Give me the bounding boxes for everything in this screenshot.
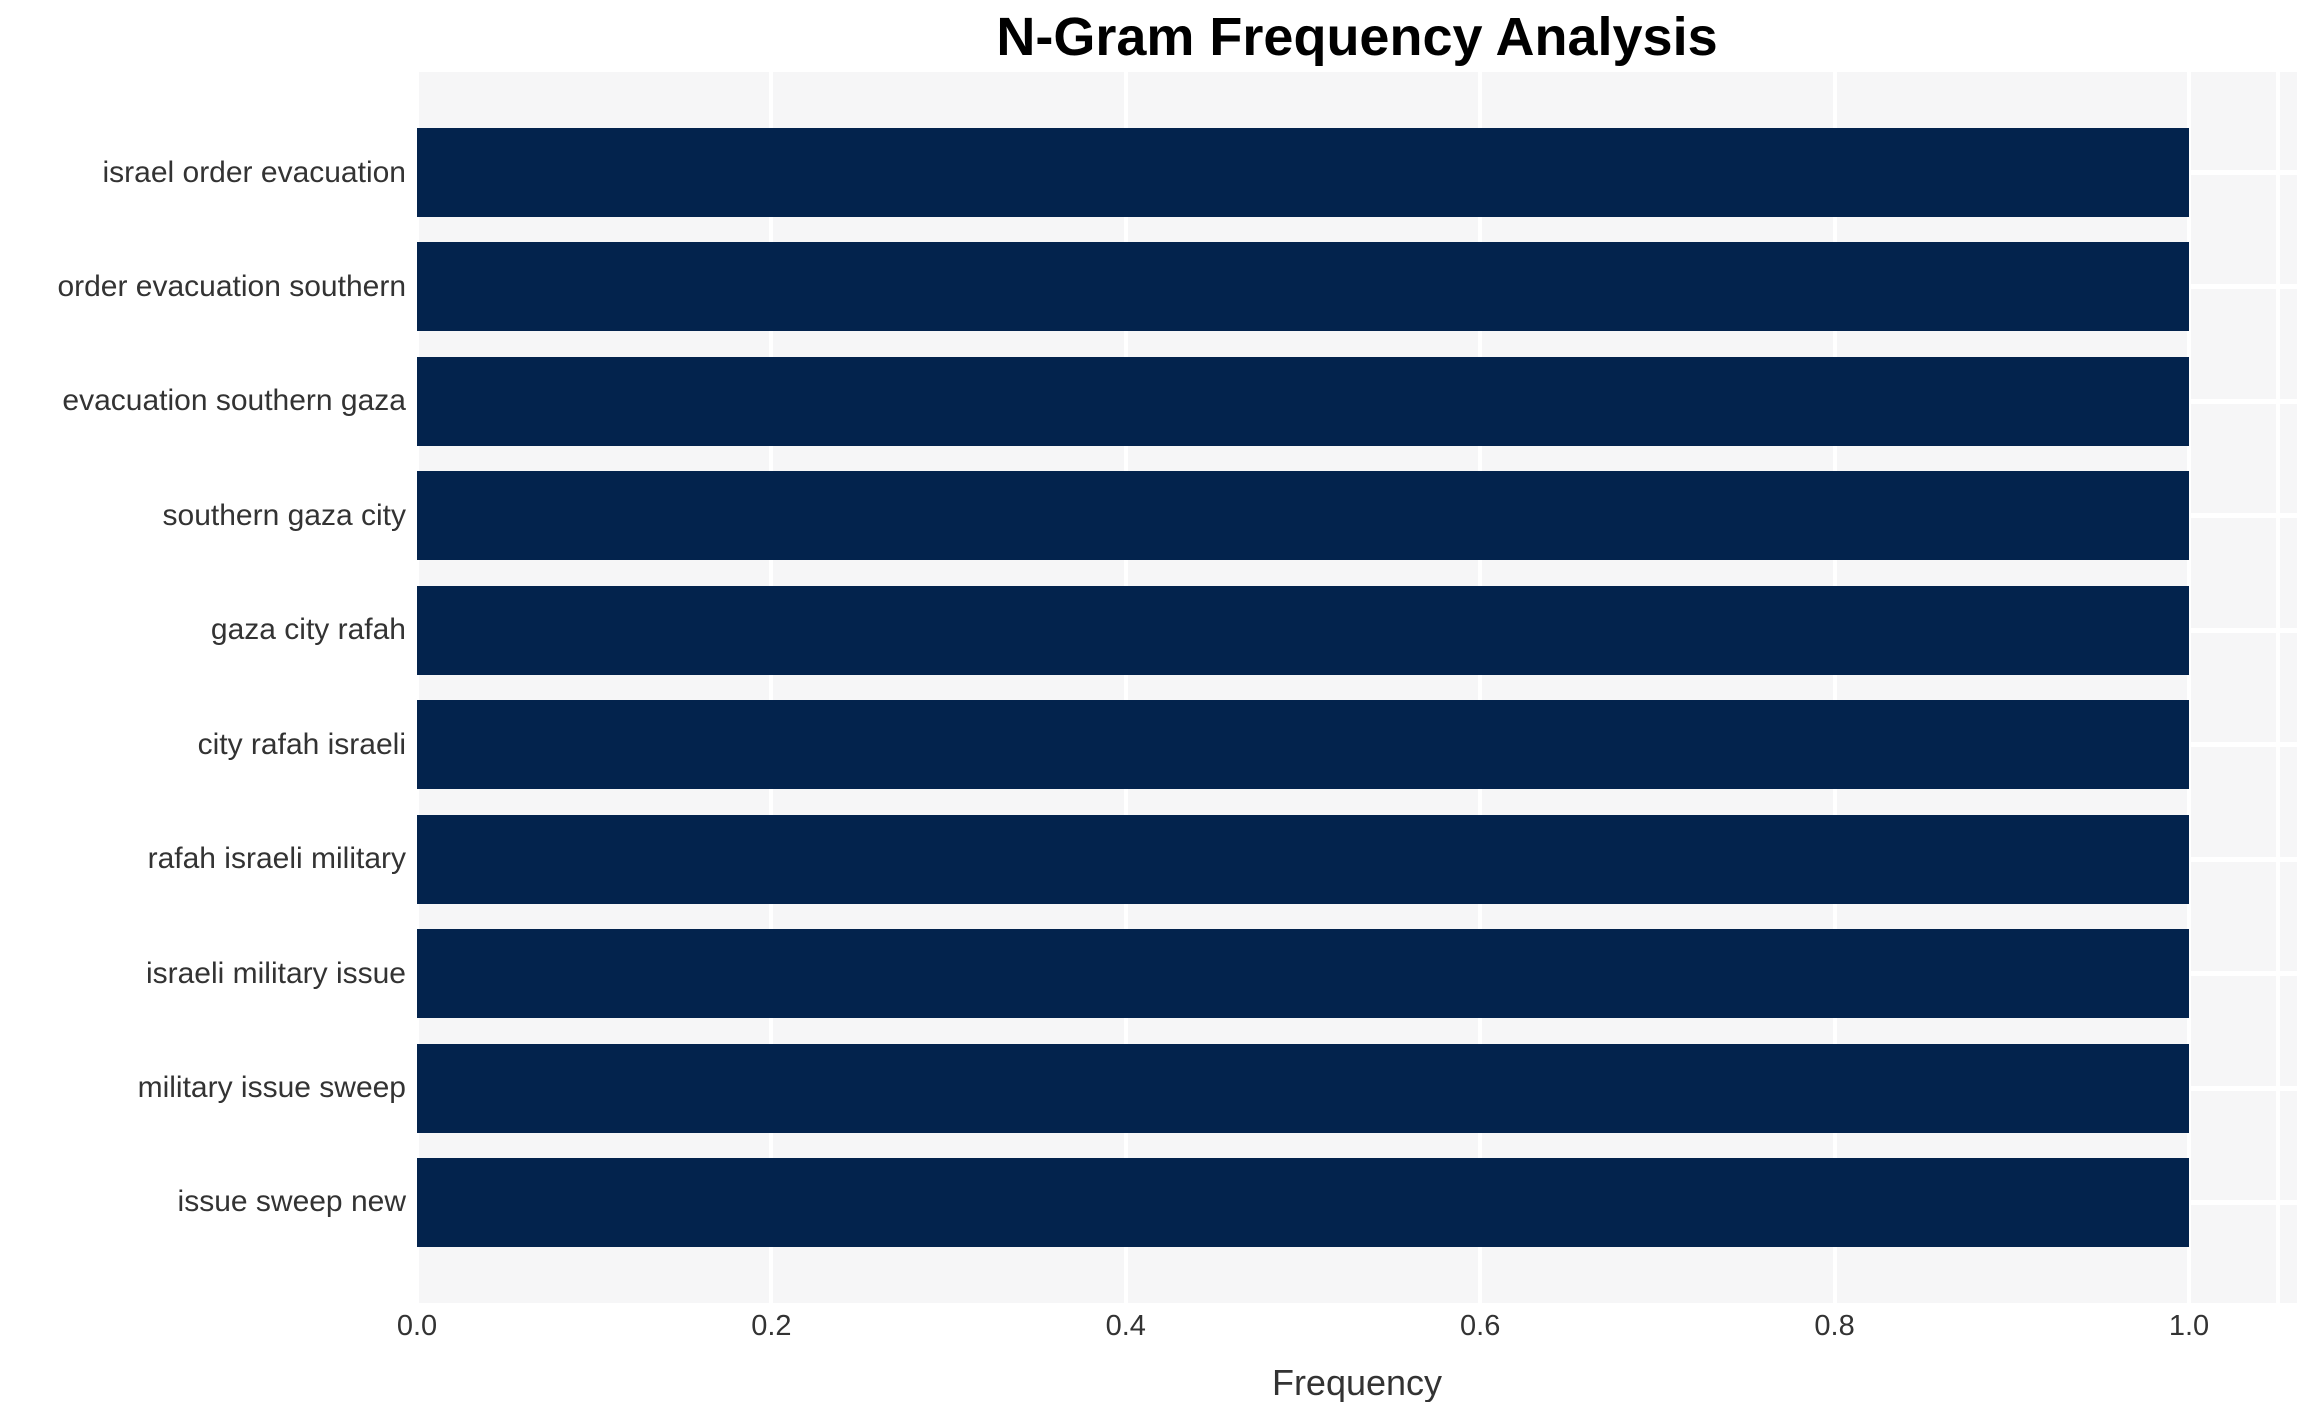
- bar: [417, 1157, 2189, 1247]
- y-tick-label: military issue sweep: [137, 1071, 406, 1105]
- y-tick-label: order evacuation southern: [57, 269, 406, 303]
- gridline-vertical: [1478, 72, 1483, 1303]
- x-tick-label: 0.4: [1105, 1310, 1146, 1342]
- y-tick-label: city rafah israeli: [197, 727, 406, 761]
- y-tick-label: southern gaza city: [162, 498, 406, 532]
- x-axis-label: Frequency: [1271, 1362, 1443, 1402]
- y-tick-label: rafah israeli military: [147, 842, 406, 876]
- x-tick-label: 0.2: [751, 1310, 792, 1342]
- gridline-vertical: [2187, 72, 2191, 1303]
- bar: [417, 1043, 2189, 1133]
- y-tick-label: issue sweep new: [177, 1185, 406, 1219]
- bar: [417, 585, 2189, 675]
- gridline-vertical: [415, 72, 419, 1303]
- gridline-vertical: [769, 72, 774, 1303]
- bar: [417, 128, 2189, 217]
- plot-area: [415, 72, 2297, 1303]
- bar: [417, 929, 2189, 1019]
- y-tick-label: israeli military issue: [145, 956, 406, 990]
- bar: [417, 471, 2189, 561]
- y-tick-label: israel order evacuation: [102, 155, 406, 189]
- gridline-vertical: [1123, 72, 1128, 1303]
- y-tick-label: evacuation southern gaza: [62, 384, 406, 418]
- x-tick-label: 0.0: [396, 1310, 438, 1342]
- bar: [417, 242, 2189, 332]
- bar: [417, 356, 2189, 446]
- y-tick-label: gaza city rafah: [210, 613, 406, 647]
- bar: [417, 814, 2189, 904]
- gridline-vertical: [2275, 72, 2280, 1303]
- x-tick-label: 0.8: [1814, 1310, 1855, 1342]
- x-tick-label: 1.0: [2168, 1310, 2210, 1342]
- x-tick-label: 0.6: [1460, 1310, 1501, 1342]
- bar: [417, 700, 2189, 790]
- gridline-vertical: [1832, 72, 1837, 1303]
- chart-title: N-Gram Frequency Analysis: [996, 7, 1718, 67]
